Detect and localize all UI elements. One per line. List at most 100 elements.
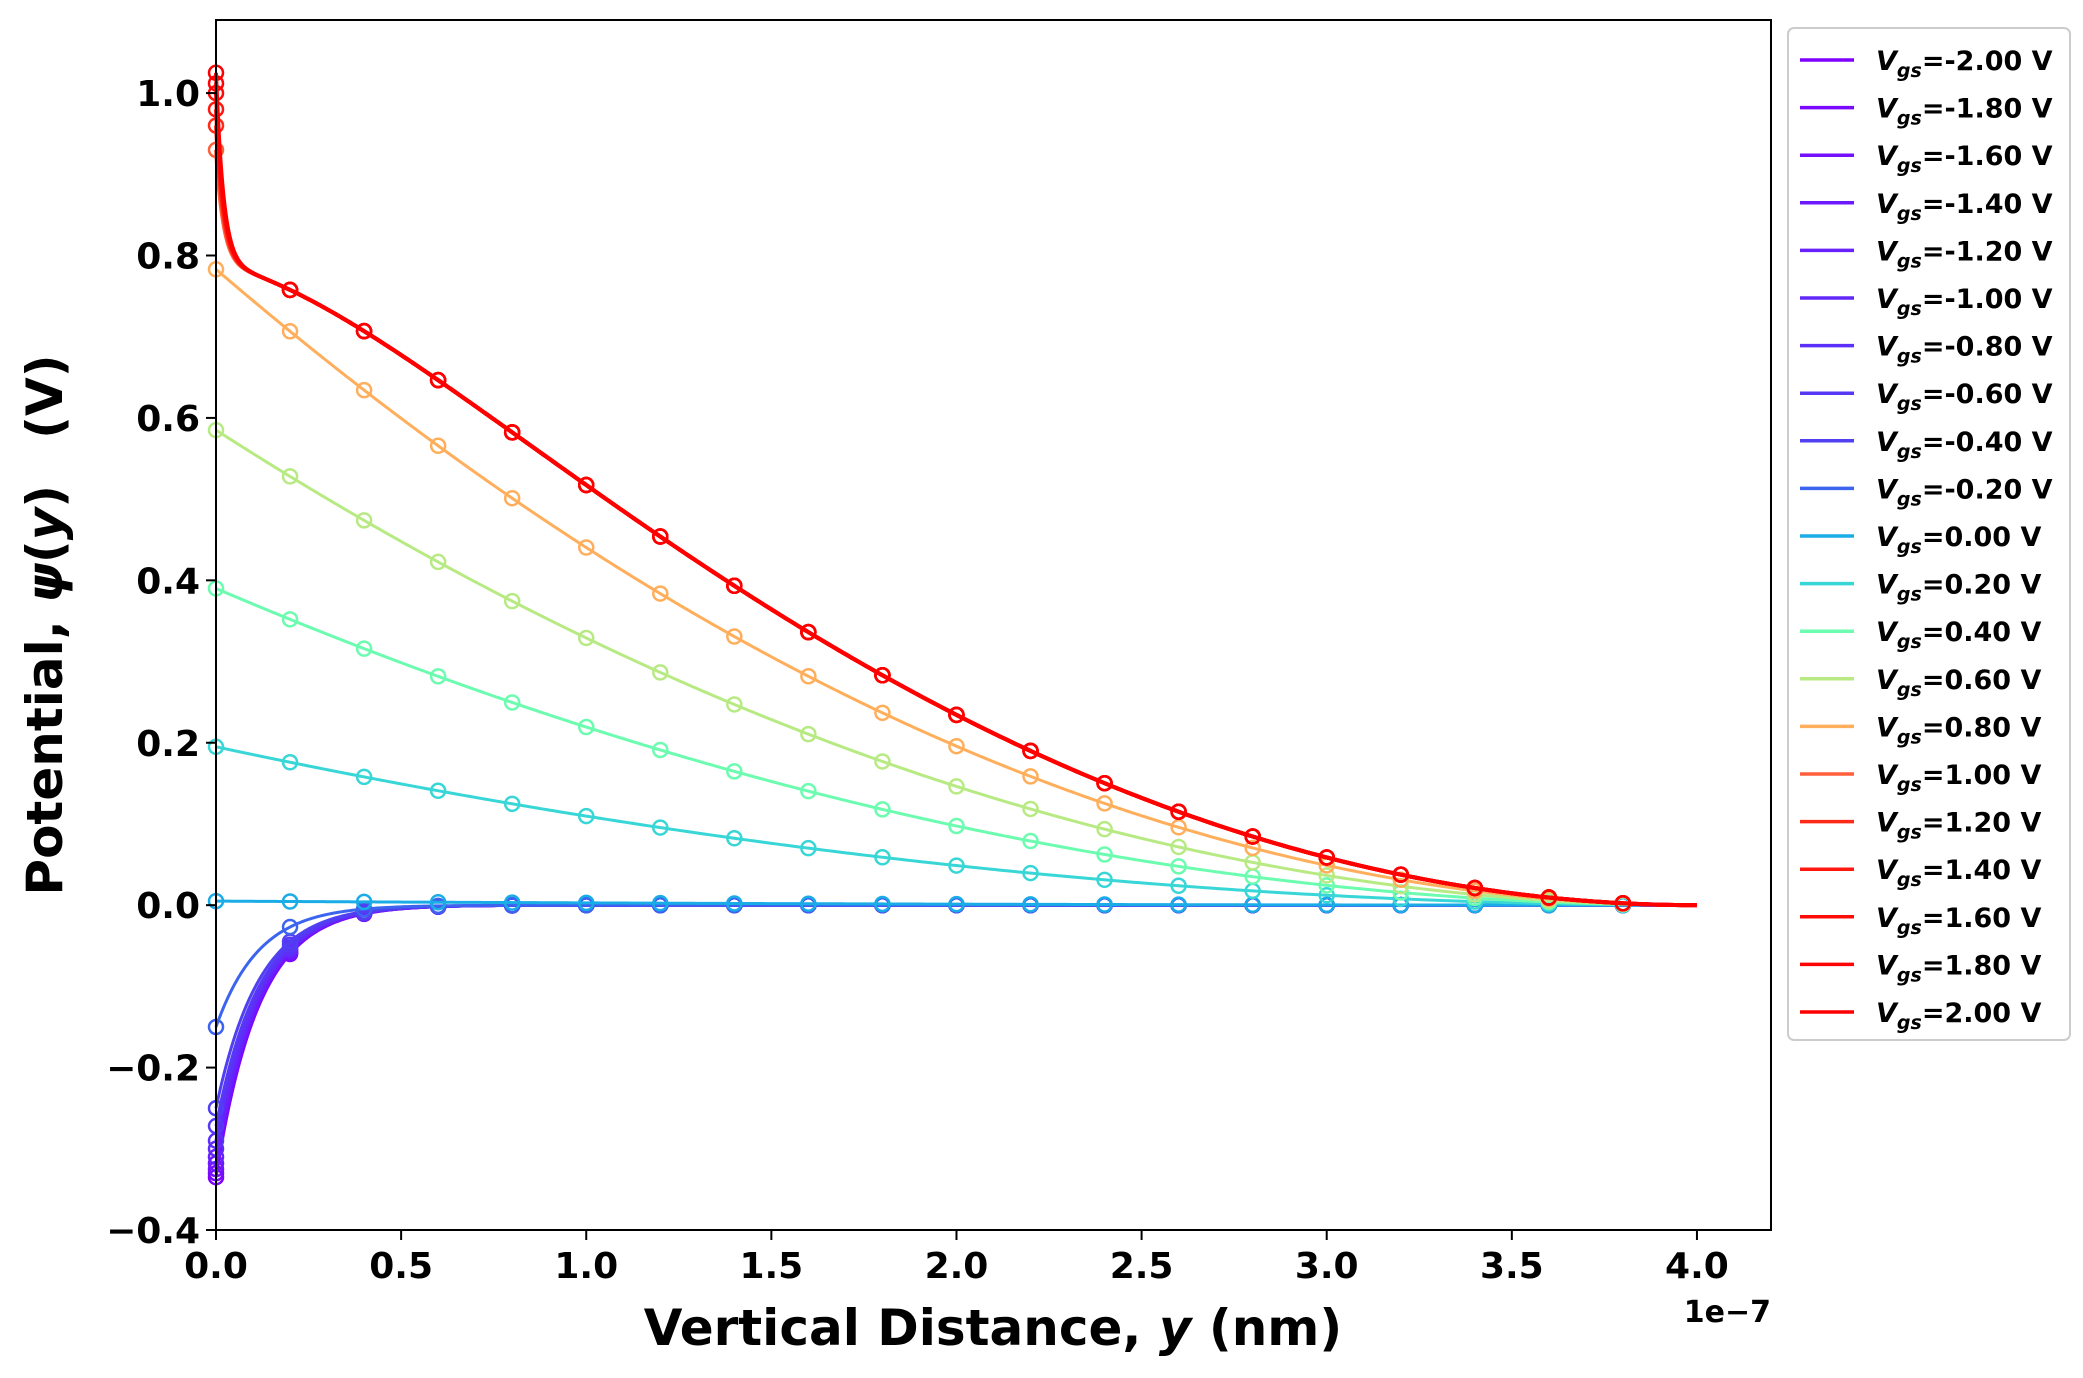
legend-label-symbol: V	[1876, 379, 1899, 410]
legend-label: Vgs=0.80 V	[1876, 712, 2041, 748]
legend-label-subscript: gs	[1897, 155, 1922, 177]
series-marker	[355, 322, 373, 340]
legend-label-symbol: V	[1876, 522, 1899, 553]
legend-label-value: =-1.00 V	[1922, 284, 2053, 315]
series-marker	[577, 807, 595, 825]
legend-label-value: =-0.60 V	[1922, 379, 2053, 410]
legend-label: Vgs=0.20 V	[1876, 570, 2041, 606]
series-marker	[1022, 832, 1039, 850]
legend-label-value: =-2.00 V	[1922, 46, 2053, 77]
legend-label-symbol: V	[1876, 950, 1899, 981]
legend-label-symbol: V	[1876, 189, 1899, 220]
x-axis-offset-label: 1e−7	[1684, 1295, 1771, 1330]
legend-label-subscript: gs	[1897, 536, 1922, 558]
legend-label-subscript: gs	[1897, 726, 1922, 748]
legend-label-symbol: V	[1876, 141, 1899, 172]
legend-label-value: =1.20 V	[1922, 808, 2042, 839]
series-marker	[1096, 820, 1113, 838]
legend-label-symbol: V	[1876, 760, 1899, 791]
legend-label: Vgs=-1.00 V	[1876, 284, 2053, 320]
series-marker	[429, 668, 447, 685]
series-line	[214, 903, 1697, 1158]
legend-label-symbol: V	[1876, 617, 1899, 648]
y-axis-label-text: Potential,	[16, 603, 74, 896]
legend-label-subscript: gs	[1897, 869, 1922, 891]
legend-label-value: =0.00 V	[1922, 522, 2042, 553]
x-tick-label: 4.0	[1665, 1246, 1729, 1287]
series-marker	[429, 782, 447, 800]
legend-label-symbol: V	[1876, 855, 1899, 886]
legend-label-symbol: V	[1876, 474, 1899, 505]
x-tick-label: 3.0	[1295, 1246, 1359, 1287]
axes-layer: 0.0 0.5 1.0 1.5 2.0 2.5 3.0 3.5 4.0 −0.4 −0.2 0.0 0.…	[106, 74, 1729, 1287]
series-marker	[429, 437, 447, 455]
series-marker	[726, 696, 743, 713]
legend-label-subscript: gs	[1897, 108, 1922, 130]
series-marker	[874, 667, 891, 684]
series-marker	[948, 706, 965, 724]
legend-label-value: =1.40 V	[1922, 855, 2042, 886]
series-line	[214, 903, 1697, 1141]
legend-label: Vgs=0.60 V	[1876, 665, 2041, 701]
y-tick-label: 1.0	[136, 74, 200, 115]
x-axis-label: Vertical Distance, y (nm)	[644, 1299, 1343, 1357]
series-marker	[281, 918, 299, 936]
legend-label-subscript: gs	[1897, 964, 1922, 986]
series-marker	[577, 629, 595, 647]
series-line	[214, 903, 1697, 1174]
legend-label-value: =0.20 V	[1922, 570, 2042, 601]
series-marker	[1096, 774, 1113, 792]
series-line	[214, 125, 1697, 908]
legend-label-subscript: gs	[1897, 822, 1922, 844]
legend-label: Vgs=2.00 V	[1876, 998, 2041, 1034]
legend-label: Vgs=-2.00 V	[1876, 46, 2053, 82]
legend-label-subscript: gs	[1897, 774, 1922, 796]
legend-label-symbol: V	[1876, 284, 1899, 315]
legend-label: Vgs=-1.40 V	[1876, 189, 2053, 225]
y-axis-label-unit: (V)	[16, 354, 74, 438]
legend-label-symbol: V	[1876, 903, 1899, 934]
series-marker	[726, 895, 743, 912]
series-marker	[429, 371, 447, 389]
legend-label-symbol: V	[1876, 808, 1899, 839]
series-marker	[1614, 895, 1632, 912]
y-tick-label: 0.8	[136, 237, 200, 278]
legend-label-subscript: gs	[1897, 1012, 1922, 1034]
legend-label: Vgs=1.40 V	[1876, 855, 2041, 891]
series-marker	[800, 725, 817, 743]
y-axis-label-var: y	[16, 505, 74, 540]
series-marker	[577, 894, 595, 912]
series-marker	[1170, 896, 1187, 913]
series-marker	[355, 640, 373, 657]
series-line	[214, 428, 1697, 907]
series-line	[214, 903, 1697, 1164]
series-marker	[1022, 800, 1039, 818]
series-marker	[726, 577, 743, 595]
legend-label-value: =1.80 V	[1922, 950, 2042, 981]
series-marker	[577, 539, 595, 556]
series-marker	[726, 830, 743, 847]
series-marker	[800, 839, 817, 857]
legend-label: Vgs=0.40 V	[1876, 617, 2041, 653]
legend-label: Vgs=-0.20 V	[1876, 474, 2053, 510]
y-tick-label: −0.4	[106, 1211, 200, 1252]
x-tick-label: 2.5	[1110, 1246, 1174, 1287]
legend-label-value: =0.40 V	[1922, 617, 2042, 648]
x-tick-label: 2.0	[925, 1246, 989, 1287]
legend-label-value: =0.60 V	[1922, 665, 2042, 696]
series-marker	[1096, 896, 1113, 913]
legend-label-subscript: gs	[1897, 679, 1922, 701]
series-marker	[800, 623, 817, 641]
series-marker	[652, 528, 669, 545]
series-marker	[948, 895, 965, 913]
legend-label-subscript: gs	[1897, 60, 1922, 82]
series-marker	[800, 895, 817, 912]
series-marker	[652, 585, 669, 602]
legend-label: Vgs=1.60 V	[1876, 903, 2041, 939]
series-marker	[1170, 877, 1187, 895]
series-marker	[355, 381, 373, 399]
y-axis-label: Potential, ψ(y) (V)	[16, 354, 74, 895]
series-marker	[503, 894, 521, 911]
